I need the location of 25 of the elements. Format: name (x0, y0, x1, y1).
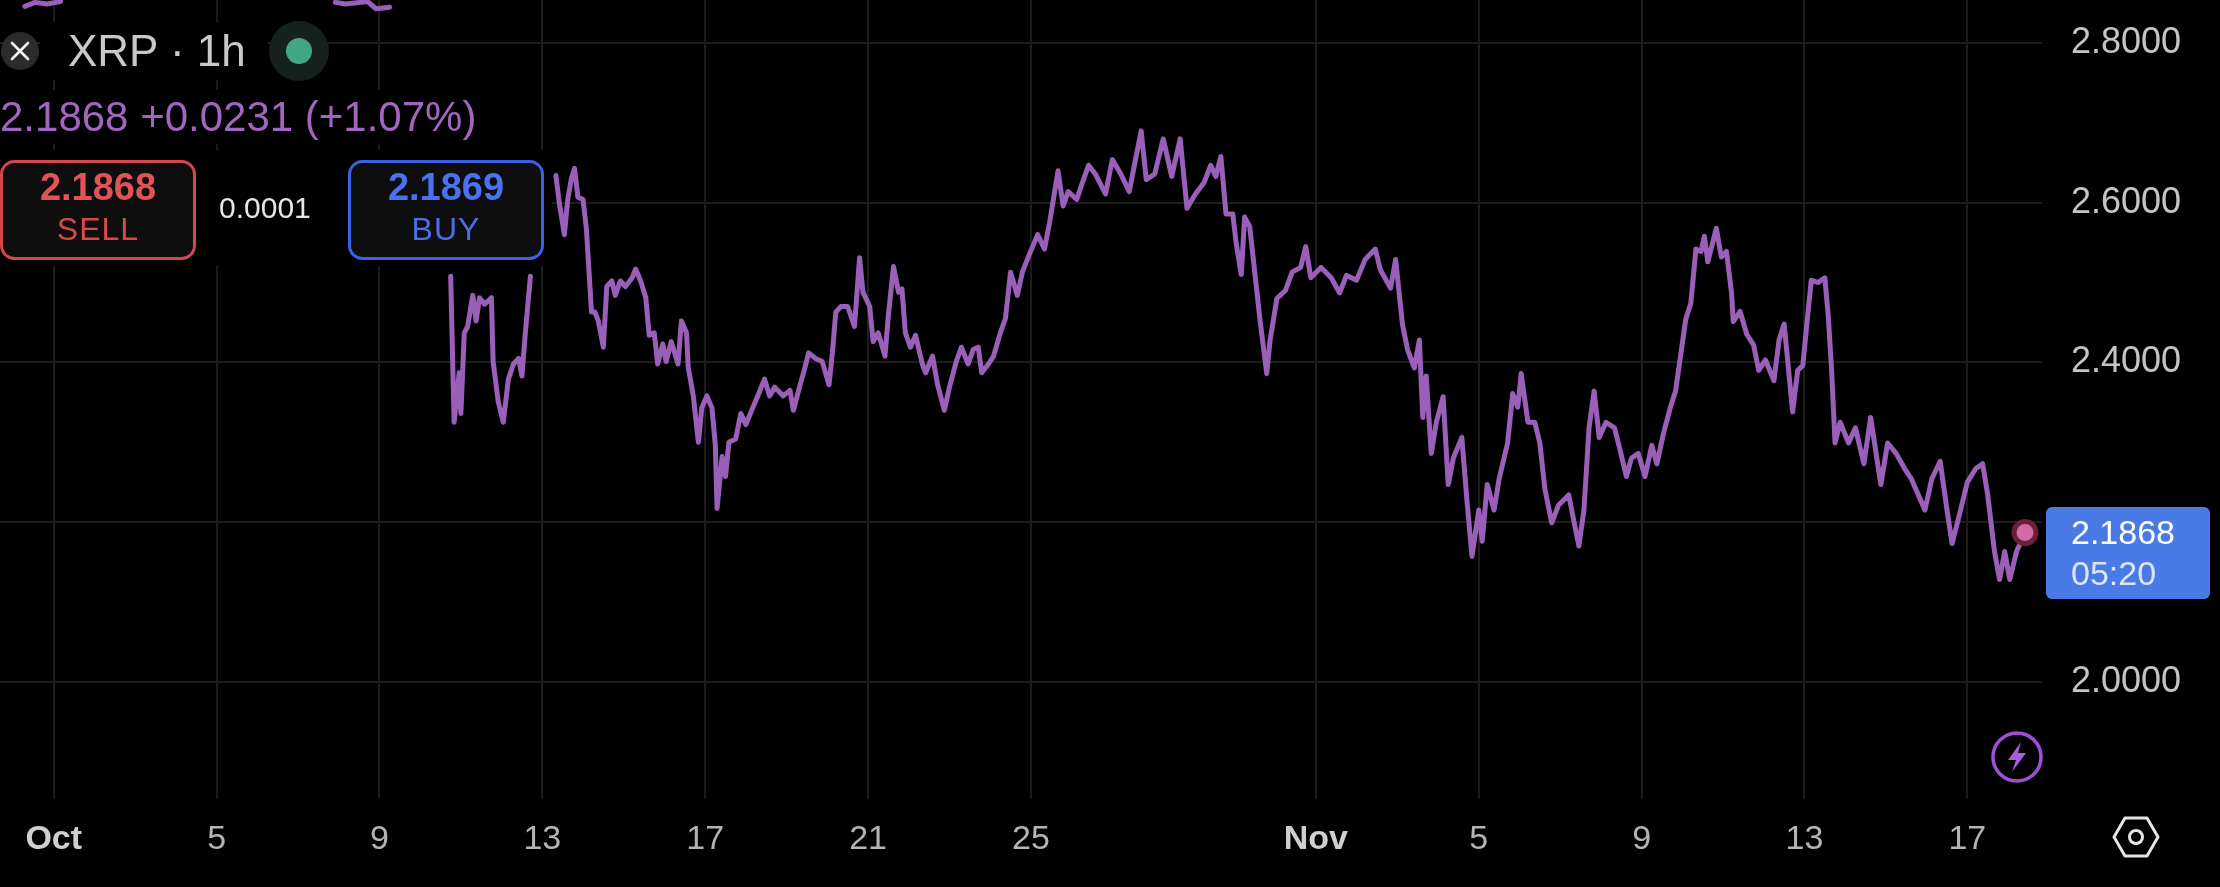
x-tick-label: 13 (1785, 817, 1824, 856)
x-tick-label: 5 (207, 817, 227, 856)
y-tick-label: 2.4000 (2071, 339, 2182, 381)
y-tick-label: 2.8000 (2071, 20, 2182, 62)
text: XRP · 1h (40, 22, 268, 80)
annotation: 2.1869 (386, 165, 506, 209)
annotation: BUY (410, 210, 482, 248)
x-tick-label: 13 (523, 817, 562, 856)
text: 2.1868 (2071, 512, 2175, 554)
annotation: SELL (55, 210, 141, 248)
text: 2.1868 +0.0231 (+1.07%) (0, 90, 483, 144)
annotation: 0.0001 (219, 190, 311, 226)
x-tick-label: 5 (1469, 817, 1489, 856)
x-tick-label: 17 (686, 817, 725, 856)
annotation: 2.1868 (38, 165, 158, 209)
y-tick-label: 2.6000 (2071, 179, 2182, 221)
x-tick-label: 9 (369, 817, 389, 856)
x-tick-label: Nov (1283, 817, 1349, 856)
text: 05:20 (2071, 553, 2157, 595)
x-tick-label: 17 (1948, 817, 1987, 856)
x-tick-label: 21 (849, 817, 887, 856)
x-tick-label: Oct (25, 817, 83, 856)
x-tick-label: 25 (1011, 817, 1050, 856)
y-tick-label: 2.0000 (2071, 658, 2182, 700)
x-tick-label: 9 (1632, 817, 1652, 856)
